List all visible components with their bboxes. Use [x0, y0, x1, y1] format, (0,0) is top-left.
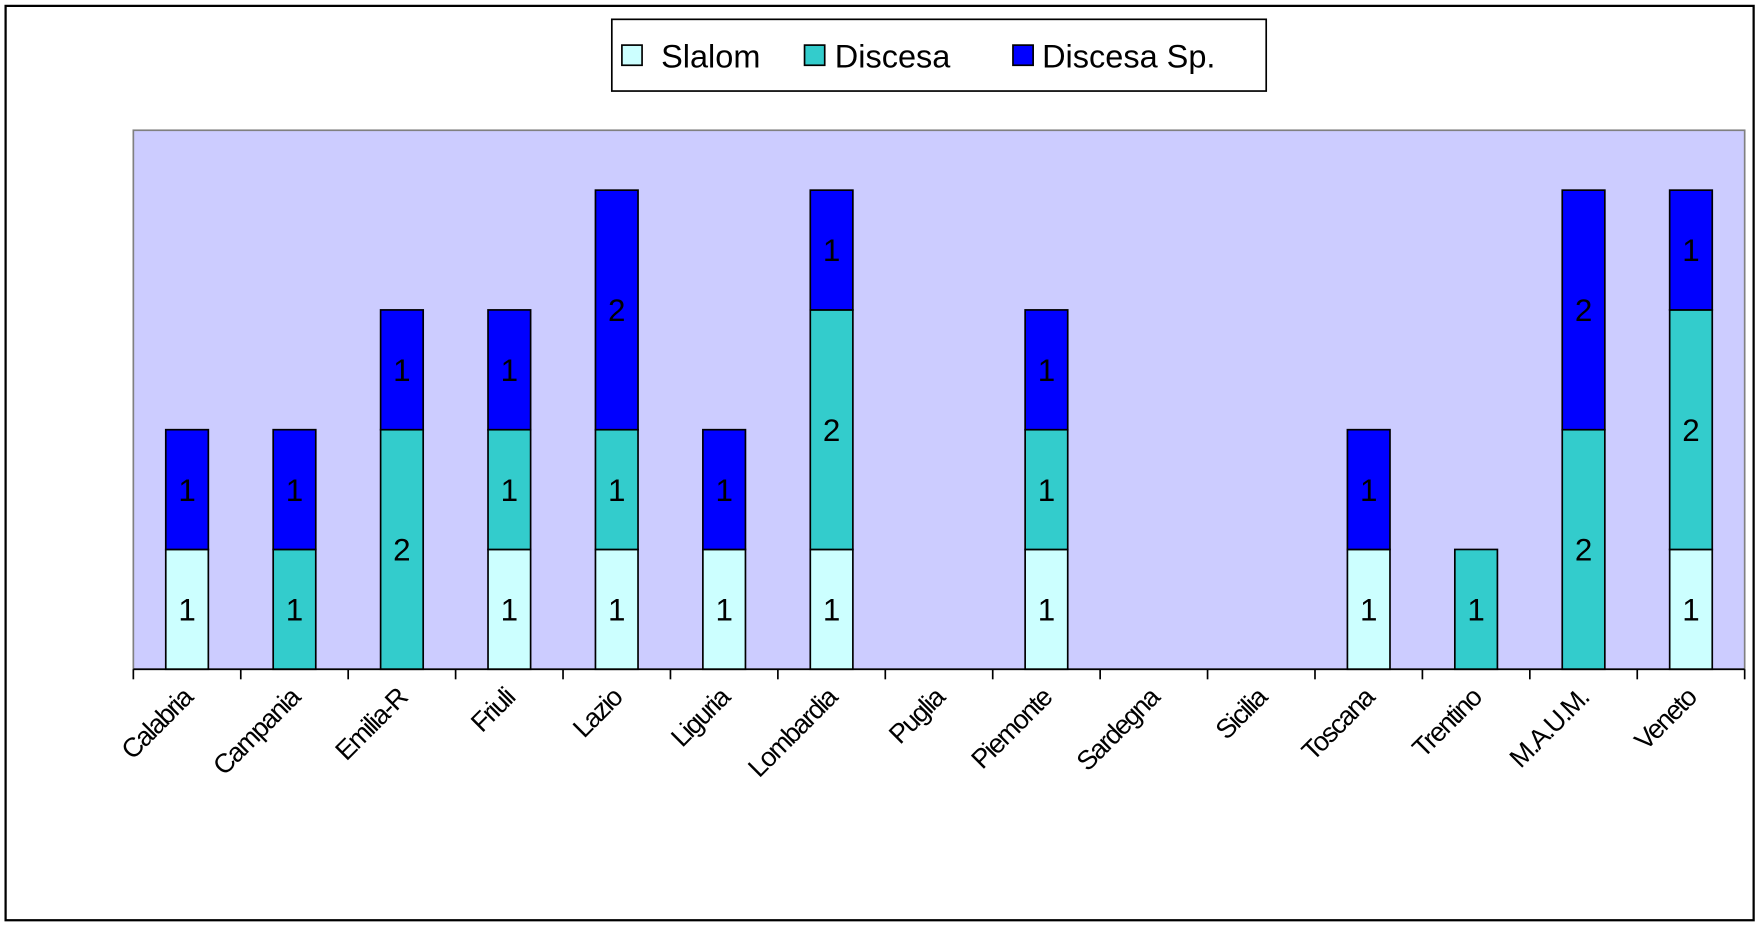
- data-label: 1: [823, 233, 840, 268]
- data-label: 1: [1038, 473, 1055, 508]
- bar-segment: [1024, 548, 1069, 671]
- legend-label: Discesa: [835, 39, 951, 75]
- bar-segment: [487, 548, 532, 671]
- bar-segment: [594, 548, 639, 671]
- data-label: 1: [178, 593, 195, 628]
- legend-swatch: [621, 44, 643, 67]
- data-label: 2: [608, 293, 625, 328]
- bar-segment: [1024, 428, 1069, 551]
- plot-area: [132, 129, 1746, 671]
- legend-label: Slalom: [661, 39, 760, 75]
- data-label: 1: [286, 593, 303, 628]
- bar-segment: [1668, 189, 1714, 311]
- data-label: 2: [1575, 533, 1592, 568]
- bar-segment: [487, 428, 532, 551]
- data-label: 1: [1360, 593, 1377, 628]
- bar-segment: [594, 428, 639, 551]
- data-label: 2: [393, 533, 410, 568]
- data-label: 1: [393, 353, 410, 388]
- data-label: 2: [1682, 413, 1699, 448]
- bar-segment: [809, 548, 854, 671]
- bar-segment: [1561, 189, 1606, 431]
- data-label: 1: [178, 473, 195, 508]
- bar-segment: [809, 189, 854, 311]
- data-label: 1: [823, 593, 840, 628]
- bar-segment: [164, 428, 210, 551]
- data-label: 2: [1575, 293, 1592, 328]
- bar-segment: [379, 428, 425, 671]
- bar-segment: [1453, 548, 1499, 671]
- data-label: 1: [1360, 473, 1377, 508]
- legend-box: [610, 18, 1268, 92]
- legend-swatch: [803, 44, 826, 67]
- data-label: 1: [1682, 233, 1699, 268]
- data-label: 1: [1038, 353, 1055, 388]
- data-label: 1: [286, 473, 303, 508]
- data-label: 1: [1467, 593, 1484, 628]
- bar-segment: [164, 548, 210, 671]
- data-label: 1: [501, 593, 518, 628]
- bar-segment: [1024, 309, 1069, 431]
- data-label: 1: [501, 353, 518, 388]
- bar-segment: [272, 428, 317, 551]
- bar-segment: [594, 189, 639, 431]
- bar-segment: [379, 309, 425, 431]
- legend: Slalom Discesa Discesa Sp.: [610, 18, 1268, 92]
- bar-segment: [1668, 548, 1714, 671]
- bar-segment: [702, 428, 747, 551]
- legend-swatch: [1012, 44, 1034, 67]
- legend-label: Discesa Sp.: [1042, 39, 1215, 75]
- bar-segment: [1668, 309, 1714, 551]
- data-label: 1: [715, 593, 732, 628]
- bar-segment: [809, 309, 854, 551]
- data-label: 1: [715, 473, 732, 508]
- data-label: 1: [608, 593, 625, 628]
- data-label: 1: [1682, 593, 1699, 628]
- data-label: 2: [823, 413, 840, 448]
- data-label: 1: [501, 473, 518, 508]
- bar-segment: [1346, 428, 1391, 551]
- bar-segment: [487, 309, 532, 431]
- bar-segment: [272, 548, 317, 671]
- data-label: 1: [1038, 593, 1055, 628]
- data-label: 1: [608, 473, 625, 508]
